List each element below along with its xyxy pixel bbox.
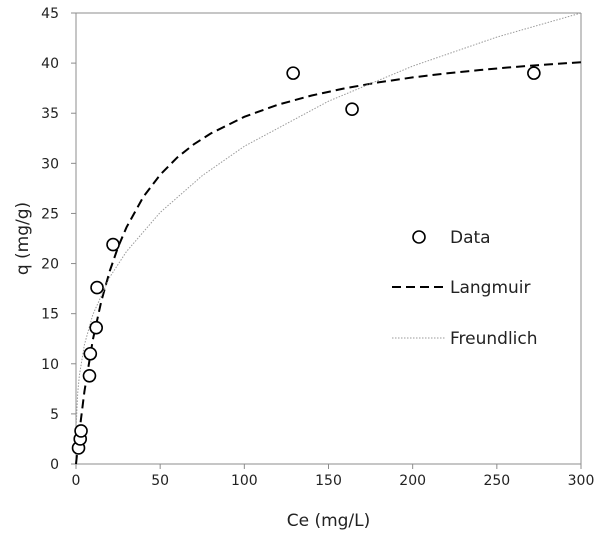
x-tick-labels: 0 50 100 150 200 250 300 xyxy=(72,473,595,489)
y-tick-label: 45 xyxy=(41,6,59,22)
legend: Data Langmuir Freundlich xyxy=(392,228,538,349)
legend-label-data: Data xyxy=(450,228,491,248)
y-tick-label: 30 xyxy=(41,156,59,172)
data-point xyxy=(527,66,541,80)
y-tick-label: 20 xyxy=(41,257,59,273)
y-tick-label: 40 xyxy=(41,56,59,72)
data-point xyxy=(90,280,104,295)
data-point xyxy=(286,66,300,80)
data-point xyxy=(345,102,359,117)
x-tick-label: 100 xyxy=(231,473,258,489)
y-tick-label: 10 xyxy=(41,357,59,373)
legend-label-freundlich: Freundlich xyxy=(450,329,538,349)
y-tick-labels: 0 5 10 15 20 25 30 35 40 45 xyxy=(41,6,59,473)
data-point xyxy=(82,369,97,383)
langmuir-curve xyxy=(75,61,582,465)
legend-label-langmuir: Langmuir xyxy=(450,278,531,298)
x-tick-label: 200 xyxy=(399,473,426,489)
data-point xyxy=(89,320,103,335)
x-tick-label: 0 xyxy=(72,473,81,489)
freundlich-curve xyxy=(75,12,582,423)
y-tick-label: 15 xyxy=(41,307,59,323)
y-axis-label: q (mg/g) xyxy=(13,202,33,275)
y-tick-label: 35 xyxy=(41,106,59,122)
x-tick-label: 150 xyxy=(315,473,342,489)
x-tick-label: 250 xyxy=(483,473,510,489)
y-tick-label: 0 xyxy=(50,457,59,473)
x-tick-label: 300 xyxy=(568,473,595,489)
data-point xyxy=(106,237,120,252)
data-point xyxy=(74,424,88,438)
legend-marker-data xyxy=(412,230,426,244)
data-point xyxy=(83,346,98,361)
y-tick-label: 5 xyxy=(50,407,59,423)
x-tick-label: 50 xyxy=(151,473,169,489)
plot-area xyxy=(71,12,582,465)
axes xyxy=(71,12,582,469)
x-axis-label: Ce (mg/L) xyxy=(287,511,371,531)
y-tick-label: 25 xyxy=(41,206,59,222)
